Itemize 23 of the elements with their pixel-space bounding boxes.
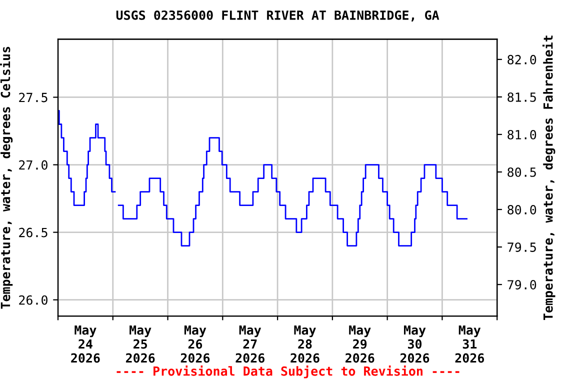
y2-tick-label: 79.0 <box>508 280 536 290</box>
x-tick-label: May 29 2026 <box>346 325 374 363</box>
x-tick-label: May 30 2026 <box>400 325 430 363</box>
y2-tick-label: 79.5 <box>508 242 536 252</box>
y2-tick-label: 81.0 <box>508 130 536 140</box>
x-tick-label: May 24 2026 <box>71 325 100 363</box>
y-axis-title: Temperature, water, degrees Celsius <box>0 46 13 309</box>
x-tick-label: May 25 2026 <box>126 325 155 363</box>
y-tick-label: 26.5 <box>19 228 48 238</box>
x-tick-label: May 26 2026 <box>180 325 210 363</box>
x-tick-label: May 31 2026 <box>455 325 484 363</box>
y2-tick-label: 81.5 <box>508 92 536 102</box>
y2-tick-label: 80.5 <box>508 167 536 177</box>
y2-axis-title: Temperature, water, degrees Fahrenheit <box>542 36 556 320</box>
text: ---- Provisional Data Subject to Revision ---- <box>116 365 460 378</box>
chart-title: USGS 02356000 FLINT RIVER AT BAINBRIDGE, GA <box>116 10 440 22</box>
y2-tick-label: 82.0 <box>508 54 536 64</box>
y-tick-label: 27.5 <box>19 92 48 102</box>
x-tick-label: May 27 2026 <box>236 325 264 363</box>
y-tick-label: 26.0 <box>19 295 48 305</box>
y-tick-label: 27.0 <box>19 160 48 170</box>
x-tick-label: May 28 2026 <box>290 325 320 363</box>
y2-tick-label: 80.0 <box>508 204 536 214</box>
